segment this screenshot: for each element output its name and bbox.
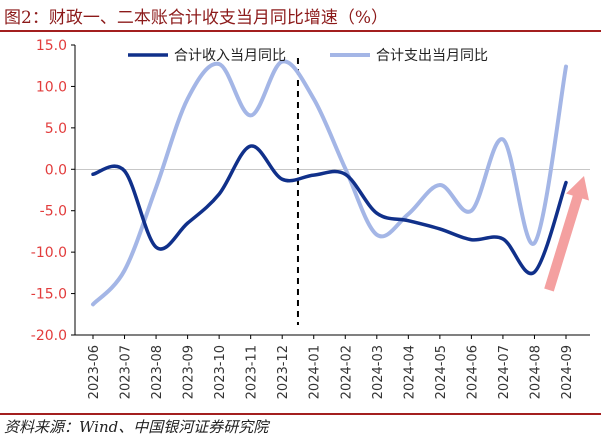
data-point [407, 213, 409, 215]
data-point [565, 181, 567, 183]
data-point [344, 173, 346, 175]
data-point [502, 238, 504, 240]
x-tick-label: 2024-02 [339, 345, 354, 399]
data-point [155, 186, 157, 188]
data-point [218, 193, 220, 195]
y-axis-ticks: 15.0 10.0 5.0 0.0 -5.0 -10.0 -15.0 -20.0 [31, 38, 67, 344]
x-tick-label: 2024-08 [528, 345, 543, 399]
x-tick-label: 2023-11 [245, 345, 260, 399]
chart-series [91, 59, 590, 307]
data-point [92, 173, 94, 175]
data-point [502, 138, 504, 140]
data-point [439, 228, 441, 230]
legend-label: 合计支出当月同比 [376, 48, 488, 64]
x-tick-label: 2024-07 [497, 345, 512, 399]
x-axis-ticks: 2023-06 2023-07 2023-08 2023-09 2023-10 2023-… [87, 335, 575, 399]
legend-label: 合计收入当月同比 [174, 48, 286, 64]
data-point [565, 65, 567, 67]
data-point [155, 246, 157, 248]
data-point [249, 145, 251, 147]
data-point [376, 234, 378, 236]
chart-legend: 合计收入当月同比 合计支出当月同比 [128, 48, 488, 64]
data-point [313, 174, 315, 176]
x-tick-label: 2024-03 [371, 345, 386, 399]
data-point [186, 98, 188, 100]
data-point [470, 210, 472, 212]
y-tick-label: 10.0 [36, 79, 67, 95]
x-tick-label: 2023-10 [213, 345, 228, 399]
data-point [313, 98, 315, 100]
y-tick-label: -10.0 [31, 245, 67, 261]
data-point [439, 184, 441, 186]
chart: 合计收入当月同比 合计支出当月同比 2023-06 2023-07 2023-08 20… [31, 38, 590, 399]
x-tick-label: 2023-09 [182, 345, 197, 399]
data-point [281, 178, 283, 180]
title-rule [0, 30, 601, 32]
data-point [123, 170, 125, 172]
data-point [533, 271, 535, 273]
data-point [407, 219, 409, 221]
data-point [92, 303, 94, 305]
series-line-expenditure [91, 59, 568, 307]
x-tick-label: 2024-04 [402, 345, 417, 399]
series-line-revenue [91, 144, 568, 276]
data-point [123, 269, 125, 271]
data-point [470, 239, 472, 241]
data-point [376, 212, 378, 214]
y-tick-label: 0.0 [45, 162, 67, 178]
data-point [344, 167, 346, 169]
chart-axes [71, 44, 590, 336]
y-tick-label: -5.0 [40, 204, 67, 220]
x-tick-label: 2023-06 [87, 345, 102, 399]
x-tick-label: 2024-05 [434, 345, 449, 399]
y-tick-label: -15.0 [31, 287, 67, 303]
source-note: 资料来源：Wind、中国银河证券研究院 [4, 418, 269, 436]
x-tick-label: 2023-12 [276, 345, 291, 399]
data-point [186, 222, 188, 224]
y-tick-label: -20.0 [31, 328, 67, 344]
x-tick-label: 2023-07 [119, 345, 134, 399]
y-tick-label: 5.0 [45, 121, 67, 137]
x-tick-label: 2024-09 [560, 345, 575, 399]
y-tick-label: 15.0 [36, 38, 67, 54]
data-point [249, 114, 251, 116]
source-rule [0, 413, 601, 415]
trend-arrow-icon [544, 176, 590, 292]
x-tick-label: 2023-08 [150, 345, 165, 399]
data-point [533, 242, 535, 244]
x-tick-label: 2024-01 [308, 345, 323, 399]
chart-title: 图2：财政一、二本账合计收支当月同比增速（%） [4, 8, 388, 28]
x-tick-label: 2024-06 [465, 345, 480, 399]
